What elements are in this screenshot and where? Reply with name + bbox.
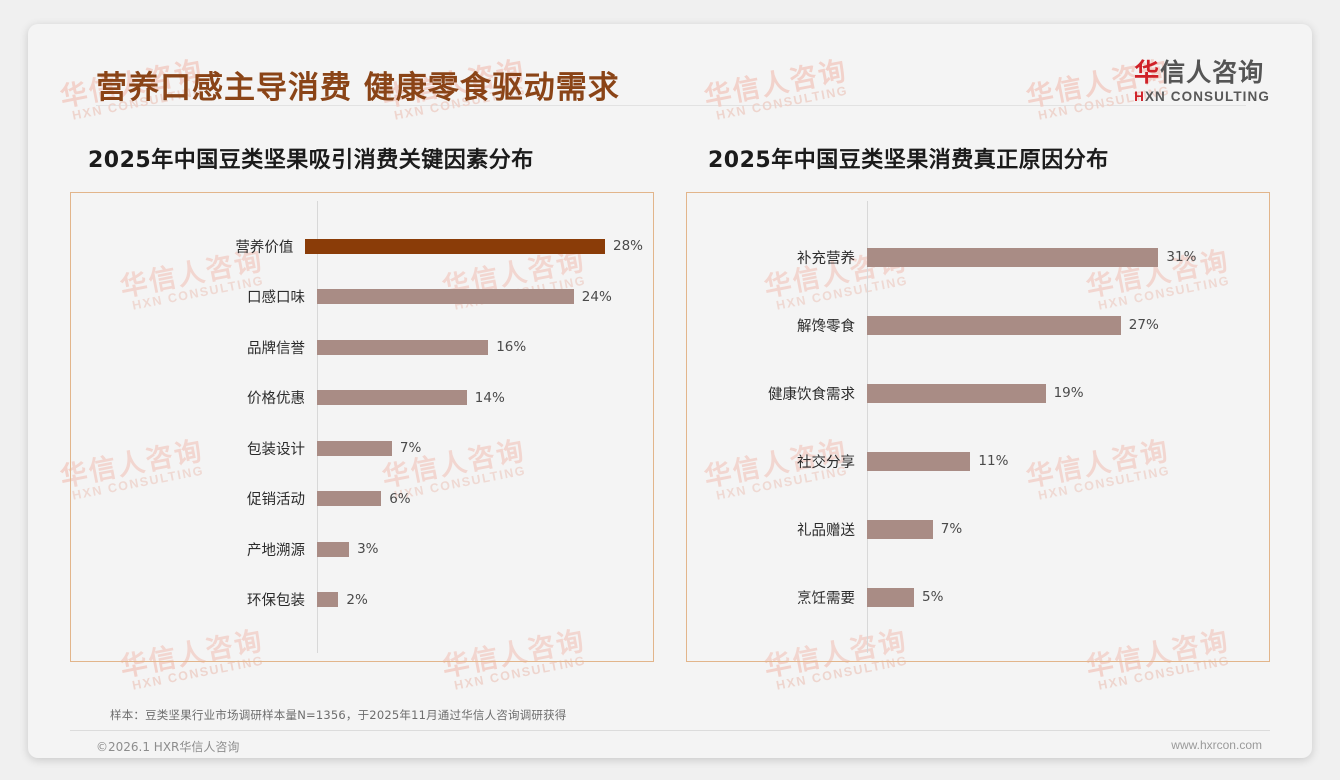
- bar-track: 11%: [867, 451, 1259, 471]
- bar-value-label: 7%: [399, 440, 422, 457]
- slide-header: 营养口感主导消费 健康零食驱动需求 华信人咨询 HXN CONSULTING: [28, 24, 1312, 106]
- bar-row: 口感口味 24%: [71, 287, 643, 307]
- bar[interactable]: [317, 491, 382, 507]
- bar-category-label: 礼品赠送: [797, 522, 855, 539]
- logo-english-rest: XN CONSULTING: [1144, 89, 1270, 105]
- logo-chinese: 华信人咨询: [1134, 58, 1270, 87]
- bar-track: 6%: [317, 491, 643, 507]
- bar[interactable]: [867, 451, 971, 471]
- bar-row: 环保包装 2%: [71, 590, 643, 610]
- bar-category-label: 烹饪需要: [797, 590, 855, 607]
- charts-container: 2025年中国豆类坚果吸引消费关键因素分布 营养价值 28% 口感口味 24% 品牌信誉…: [28, 142, 1312, 662]
- bar[interactable]: [867, 587, 914, 607]
- bar-value-label: 5%: [922, 589, 944, 605]
- bar-value-label: 28%: [612, 238, 643, 255]
- bar-category-label: 健康饮食需求: [768, 386, 855, 403]
- bar-value-label: 14%: [474, 389, 505, 406]
- logo-english-highlight: H: [1134, 89, 1145, 105]
- bar[interactable]: [317, 289, 574, 305]
- bar-row: 促销活动 6%: [71, 489, 643, 509]
- logo-english: HXN CONSULTING: [1134, 89, 1270, 104]
- bar-category-label: 品牌信誉: [247, 340, 305, 357]
- bar-category-label: 补充营养: [797, 250, 855, 267]
- bar-row: 产地溯源 3%: [71, 539, 643, 559]
- bar-track: 7%: [867, 519, 1259, 539]
- bar-track: 7%: [317, 440, 643, 456]
- bar-category-label: 环保包装: [247, 593, 305, 610]
- bar[interactable]: [867, 315, 1121, 335]
- chart-column-left: 2025年中国豆类坚果吸引消费关键因素分布 营养价值 28% 口感口味 24% 品牌信誉…: [70, 142, 654, 662]
- bar-category-label: 解馋零食: [797, 318, 855, 335]
- bar-value-label: 3%: [357, 541, 379, 558]
- bar-plot-right: 补充营养 31% 解馋零食 27% 健康饮食需求 19% 社交分享 11% 礼品赠送 7% 烹饪需要…: [687, 193, 1269, 661]
- bar[interactable]: [867, 519, 933, 539]
- bar-track: 27%: [867, 315, 1259, 335]
- footer-divider: [70, 730, 1270, 731]
- bar[interactable]: [867, 247, 1159, 267]
- chart-column-right: 2025年中国豆类坚果消费真正原因分布 补充营养 31% 解馋零食 27% 健康饮食需求…: [686, 142, 1270, 662]
- bar-track: 24%: [317, 289, 643, 305]
- chart-title-right: 2025年中国豆类坚果消费真正原因分布: [708, 148, 1109, 173]
- slide-canvas: 华信人咨询 HXN CONSULTING 华信人咨询 HXN CONSULTING 华信…: [28, 24, 1312, 758]
- bar-row: 解馋零食 27%: [687, 315, 1259, 335]
- logo-chinese-rest: 信人咨询: [1160, 58, 1265, 87]
- sample-footnote: 样本：豆类坚果行业市场调研样本量N=1356，于2025年11月通过华信人咨询调…: [110, 708, 567, 722]
- chart-title-left: 2025年中国豆类坚果吸引消费关键因素分布: [88, 148, 534, 173]
- bar[interactable]: [317, 592, 339, 608]
- category-axis-right: [867, 201, 868, 653]
- bar-track: 31%: [867, 247, 1259, 267]
- bar-track: 19%: [867, 383, 1259, 403]
- bar-row: 品牌信誉 16%: [71, 337, 643, 357]
- bar-category-label: 营养价值: [235, 239, 294, 256]
- bar[interactable]: [317, 541, 350, 557]
- bar-value-label: 11%: [978, 453, 1009, 469]
- bar[interactable]: [317, 339, 489, 355]
- page-title: 营养口感主导消费 健康零食驱动需求: [96, 70, 620, 106]
- slide-footer: ©2026.1 HXR华信人咨询 www.hxrcon.com: [28, 731, 1312, 758]
- logo-chinese-highlight: 华: [1134, 58, 1161, 87]
- bar-value-label: 24%: [581, 288, 612, 305]
- bar[interactable]: [867, 383, 1046, 403]
- bar-value-label: 7%: [940, 521, 963, 537]
- bar-row: 礼品赠送 7%: [687, 519, 1259, 539]
- bar-category-label: 社交分享: [797, 454, 855, 471]
- bar-row: 社交分享 11%: [687, 451, 1259, 471]
- bar-track: 28%: [305, 238, 643, 254]
- bar-value-label: 19%: [1053, 385, 1084, 401]
- bar-plot-left: 营养价值 28% 口感口味 24% 品牌信誉 16% 价格优惠 14% 包装设计 7% 促销活动 6%…: [71, 193, 653, 661]
- bar-track: 2%: [317, 592, 643, 608]
- header-divider: [96, 105, 1246, 106]
- bar-value-label: 27%: [1128, 317, 1159, 333]
- bar-row: 价格优惠 14%: [71, 388, 643, 408]
- company-logo: 华信人咨询 HXN CONSULTING: [1134, 58, 1270, 104]
- bar-track: 14%: [317, 390, 643, 406]
- bar-row: 包装设计 7%: [71, 438, 643, 458]
- bar-row: 营养价值 28%: [71, 236, 643, 256]
- bar-track: 16%: [317, 339, 643, 355]
- bar-row: 补充营养 31%: [687, 247, 1259, 267]
- bar-track: 3%: [317, 541, 643, 557]
- bar-row: 烹饪需要 5%: [687, 587, 1259, 607]
- bar-value-label: 6%: [389, 490, 411, 507]
- bar[interactable]: [305, 238, 605, 254]
- bar[interactable]: [317, 390, 467, 406]
- bar-track: 5%: [867, 587, 1259, 607]
- bar-value-label: 31%: [1166, 249, 1197, 265]
- bar-category-label: 产地溯源: [247, 542, 305, 559]
- bar-value-label: 2%: [346, 591, 368, 608]
- copyright-text: ©2026.1 HXR华信人咨询: [96, 740, 240, 754]
- bar-category-label: 价格优惠: [247, 391, 305, 408]
- website-text: www.hxrcon.com: [1171, 738, 1262, 752]
- chart-panel-right: 补充营养 31% 解馋零食 27% 健康饮食需求 19% 社交分享 11% 礼品赠送 7% 烹饪需要…: [686, 192, 1270, 662]
- bar-category-label: 口感口味: [247, 290, 305, 307]
- bar-row: 健康饮食需求 19%: [687, 383, 1259, 403]
- bar-category-label: 包装设计: [247, 441, 305, 458]
- bar-category-label: 促销活动: [247, 492, 305, 509]
- bar[interactable]: [317, 440, 392, 456]
- chart-panel-left: 营养价值 28% 口感口味 24% 品牌信誉 16% 价格优惠 14% 包装设计 7% 促销活动 6%…: [70, 192, 654, 662]
- category-axis-left: [317, 201, 318, 653]
- bar-value-label: 16%: [496, 339, 527, 356]
